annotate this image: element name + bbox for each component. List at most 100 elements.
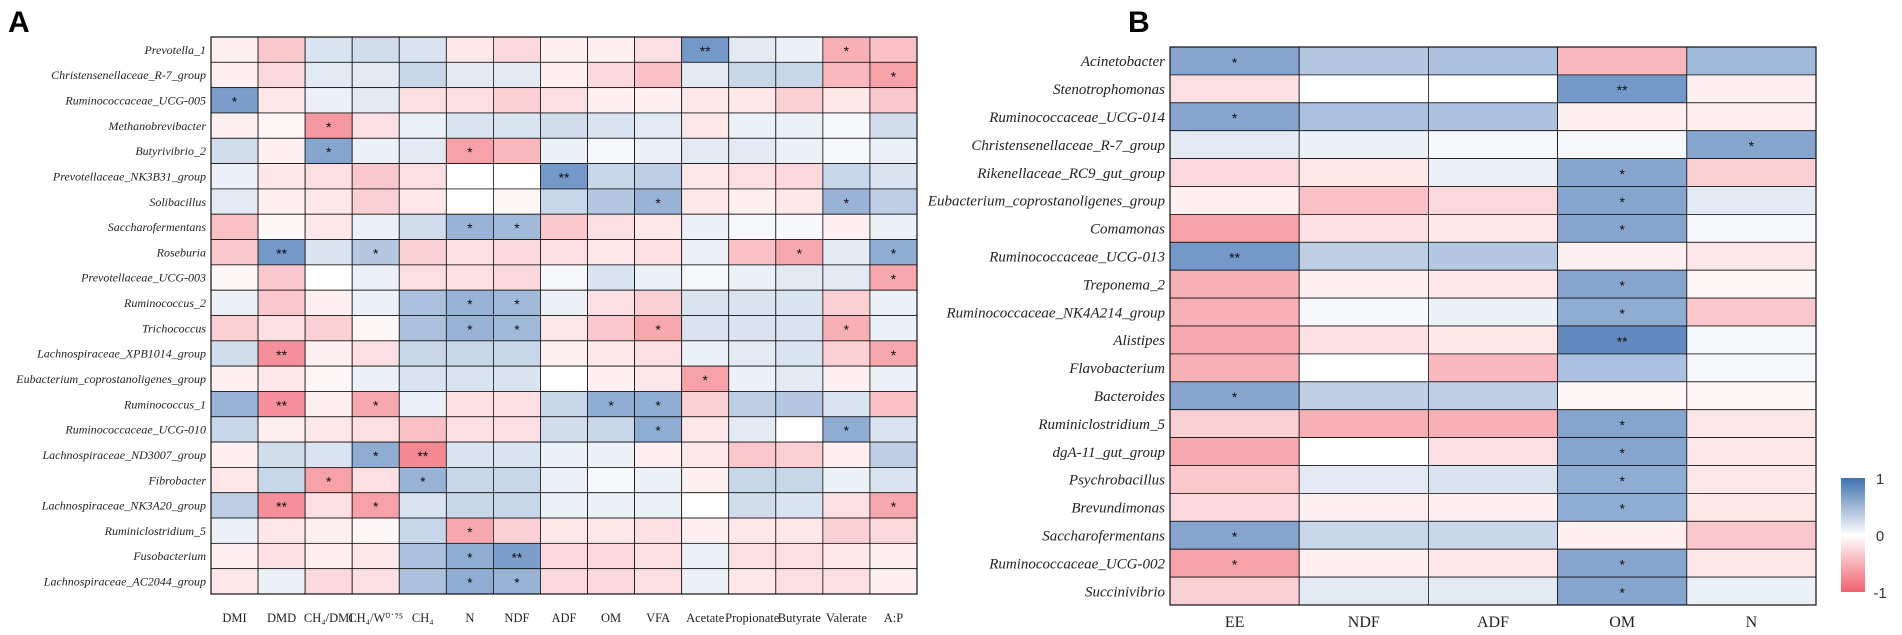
b-cell	[1557, 74, 1688, 104]
a-column-label: Valerate	[826, 611, 867, 625]
a-cell	[304, 264, 353, 291]
a-cell	[587, 163, 635, 190]
a-cell	[492, 137, 541, 164]
a-cell	[587, 264, 635, 291]
b-cell	[1686, 520, 1817, 550]
a-significance-mark: *	[514, 321, 520, 337]
a-cell	[304, 542, 353, 570]
a-cell	[304, 340, 353, 367]
a-cell	[728, 467, 777, 494]
a-cell	[210, 289, 259, 316]
b-cell	[1686, 213, 1817, 243]
a-significance-mark: *	[655, 321, 661, 337]
a-cell	[681, 163, 730, 190]
b-cell	[1428, 74, 1559, 104]
a-row-label: Solibacillus	[149, 195, 206, 209]
a-cell	[257, 391, 306, 418]
a-cell	[540, 315, 588, 342]
a-cell	[540, 542, 588, 570]
a-cell	[210, 213, 259, 240]
a-cell	[869, 188, 918, 215]
a-cell	[634, 441, 683, 468]
a-cell	[681, 416, 730, 443]
a-cell	[728, 87, 777, 114]
a-significance-mark: *	[891, 499, 897, 515]
b-cell	[1686, 102, 1817, 132]
a-cell	[351, 340, 400, 367]
a-cell	[540, 61, 588, 89]
b-cell	[1557, 241, 1688, 271]
a-cell	[822, 391, 871, 418]
a-cell	[587, 315, 635, 342]
a-cell	[681, 264, 730, 291]
b-column-label: OM	[1609, 614, 1635, 631]
a-cell	[351, 239, 400, 266]
b-cell	[1298, 297, 1429, 327]
a-cell	[445, 289, 494, 316]
a-cell	[634, 492, 683, 519]
a-cell	[587, 517, 635, 544]
a-row-label: Trichococcus	[142, 321, 206, 335]
b-cell	[1169, 325, 1300, 355]
b-cell	[1557, 186, 1688, 215]
a-cell	[869, 365, 918, 392]
a-significance-mark: *	[373, 246, 379, 262]
a-cell	[728, 36, 777, 63]
a-significance-mark: *	[608, 397, 614, 413]
a-cell	[728, 542, 777, 570]
a-cell	[257, 315, 306, 342]
a-cell	[304, 137, 353, 164]
b-significance-mark: *	[1232, 389, 1238, 405]
colorbar-tick-label: -1	[1873, 585, 1886, 602]
a-cell	[257, 213, 306, 240]
a-cell	[398, 137, 447, 164]
a-cell	[492, 213, 541, 240]
a-cell	[398, 264, 447, 291]
a-cell	[775, 137, 824, 164]
a-significance-mark: *	[467, 144, 473, 160]
a-cell	[540, 492, 588, 519]
a-cell	[257, 264, 306, 291]
a-cell	[304, 492, 353, 519]
a-row-label: Lachnospiraceae_ND3007_group	[41, 448, 206, 462]
a-cell	[822, 239, 871, 266]
a-cell	[492, 188, 541, 215]
a-cell	[869, 517, 918, 544]
b-cell	[1169, 74, 1300, 104]
a-significance-mark: *	[655, 423, 661, 439]
a-cell	[822, 112, 871, 139]
a-significance-mark: *	[514, 296, 520, 312]
a-cell	[822, 542, 871, 570]
a-cell	[351, 213, 400, 240]
b-significance-mark: *	[1619, 445, 1625, 461]
a-cell	[398, 36, 447, 63]
a-cell	[540, 188, 588, 215]
a-cell	[869, 289, 918, 316]
b-cell	[1428, 409, 1559, 439]
a-cell	[775, 340, 824, 367]
b-cell	[1428, 381, 1559, 411]
b-cell	[1557, 297, 1688, 327]
b-cell	[1298, 492, 1429, 522]
a-significance-mark: *	[467, 296, 473, 312]
a-cell	[681, 492, 730, 519]
a-row-label: Lachnospiraceae_AC2044_group	[43, 575, 206, 589]
a-cell	[398, 315, 447, 342]
a-significance-mark: *	[467, 220, 473, 236]
a-cell	[304, 365, 353, 392]
a-cell	[351, 467, 400, 494]
a-row-label: Prevotellaceae_UCG-003	[80, 271, 206, 285]
b-cell	[1428, 46, 1559, 76]
a-cell	[351, 365, 400, 392]
a-cell	[304, 36, 353, 63]
b-cell	[1686, 409, 1817, 439]
a-cell	[634, 289, 683, 316]
a-cell	[775, 315, 824, 342]
a-cell	[775, 289, 824, 316]
a-cell	[728, 340, 777, 367]
a-cell	[634, 61, 683, 89]
a-cell	[351, 264, 400, 291]
b-cell	[1298, 269, 1429, 299]
a-cell	[681, 441, 730, 468]
a-cell	[445, 340, 494, 367]
